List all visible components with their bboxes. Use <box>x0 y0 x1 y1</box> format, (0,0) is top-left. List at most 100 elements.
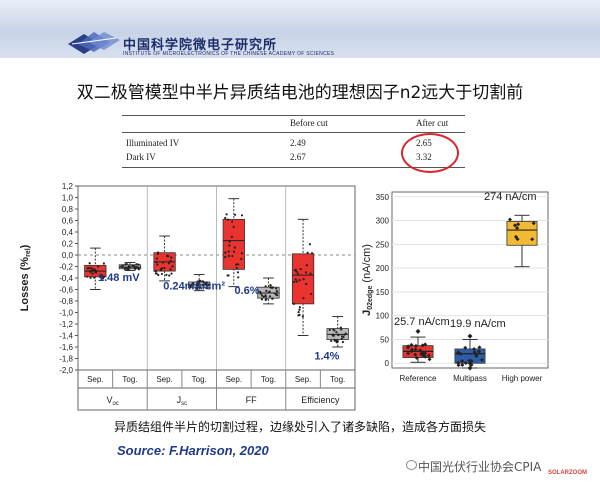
data-point <box>340 335 344 338</box>
data-point <box>413 347 418 352</box>
data-point <box>226 218 230 221</box>
data-point <box>304 271 308 274</box>
institute-name-en: INSTITUTE OF MICROELECTRONICS OF THE CHI… <box>123 51 335 57</box>
data-point <box>513 234 518 239</box>
ime-cas-logo-icon <box>68 32 120 54</box>
data-point <box>296 272 299 275</box>
data-point <box>170 272 173 275</box>
data-point <box>512 223 517 228</box>
data-point <box>413 343 418 348</box>
slide-title: 双二极管模型中半片异质结电池的理想因子n2远大于切割前 <box>76 83 524 103</box>
x-category-label: Multipass <box>453 374 487 383</box>
data-point <box>124 267 127 270</box>
data-point <box>330 339 333 343</box>
data-point <box>264 285 267 288</box>
y-tick-label: 250 <box>376 240 390 249</box>
data-point <box>126 268 129 271</box>
y-tick-label: -1,4 <box>59 332 73 341</box>
table-top-rule <box>122 115 465 116</box>
data-point <box>463 360 468 365</box>
data-point <box>236 271 240 274</box>
data-point <box>260 298 263 301</box>
data-point <box>237 276 240 279</box>
data-point <box>339 326 342 329</box>
data-point <box>134 267 137 271</box>
data-point <box>93 276 96 279</box>
y-tick-label: 0 <box>385 359 390 368</box>
header-banner: 中国科学院微电子研究所 INSTITUTE OF MICROELECTRONIC… <box>0 0 600 58</box>
data-point <box>155 272 158 275</box>
data-point <box>414 355 419 360</box>
y-tick-label: 0,4 <box>62 228 74 237</box>
y-tick-label: -1,6 <box>59 343 73 352</box>
outlier-point <box>467 365 473 371</box>
y-tick-label: 350 <box>376 193 390 202</box>
data-point <box>155 257 159 260</box>
data-point <box>102 262 105 265</box>
y-tick-label: -1,2 <box>59 320 73 329</box>
data-point <box>469 362 474 367</box>
data-point <box>89 270 92 273</box>
x-category-label: Sep. <box>295 375 311 384</box>
y-tick-label: -0,2 <box>59 263 73 272</box>
data-point <box>99 273 102 276</box>
y-tick-label: 50 <box>380 335 389 344</box>
data-point <box>168 274 171 277</box>
data-point <box>264 294 267 297</box>
data-point <box>340 328 343 331</box>
y-tick-label: -2,0 <box>59 366 73 375</box>
data-point <box>196 287 199 291</box>
data-point <box>87 267 91 270</box>
row-label: Dark IV <box>126 152 156 162</box>
data-point <box>233 213 237 216</box>
data-point <box>337 333 340 337</box>
data-point <box>154 270 157 273</box>
y-axis-label: J02edge (nA/cm) <box>361 244 374 316</box>
data-point <box>267 291 271 294</box>
data-point <box>92 268 95 271</box>
data-point <box>268 295 272 298</box>
data-point <box>240 252 244 255</box>
data-point <box>460 363 465 368</box>
data-point <box>294 278 297 281</box>
data-point <box>328 328 331 331</box>
x-category-label: Reference <box>400 374 437 383</box>
data-point <box>128 265 131 268</box>
data-point <box>299 267 302 271</box>
wechat-icon <box>406 460 417 470</box>
data-point <box>332 334 335 337</box>
data-point <box>196 280 199 283</box>
data-point <box>232 250 236 253</box>
data-point <box>406 351 411 356</box>
data-point <box>298 279 301 282</box>
data-point <box>228 240 231 243</box>
data-point <box>295 280 298 283</box>
data-point <box>273 292 277 295</box>
data-point <box>101 277 105 280</box>
data-point <box>269 286 272 289</box>
data-point <box>137 263 140 266</box>
data-point <box>156 252 160 255</box>
data-point <box>302 278 305 281</box>
table-header-row: Before cut After cut <box>122 118 465 131</box>
data-point <box>91 272 94 275</box>
x-category-label: Sep. <box>156 375 172 384</box>
data-point <box>227 274 230 277</box>
data-point <box>456 363 461 368</box>
data-point <box>336 340 339 343</box>
x-category-label: Tog. <box>261 375 276 384</box>
y-tick-label: 0,2 <box>62 240 74 249</box>
data-point <box>469 359 474 364</box>
y-tick-label: 200 <box>376 264 390 273</box>
data-point <box>310 252 314 255</box>
loss-annotation: 0.24mA/cm² <box>163 281 225 293</box>
data-point <box>463 345 468 350</box>
data-point <box>167 262 171 265</box>
data-point <box>230 235 234 239</box>
data-point <box>293 269 297 272</box>
data-point <box>333 329 336 332</box>
data-point <box>233 246 236 249</box>
data-point <box>262 295 265 298</box>
y-axis-label: Losses (%rel) <box>19 244 32 311</box>
data-point <box>166 254 169 258</box>
